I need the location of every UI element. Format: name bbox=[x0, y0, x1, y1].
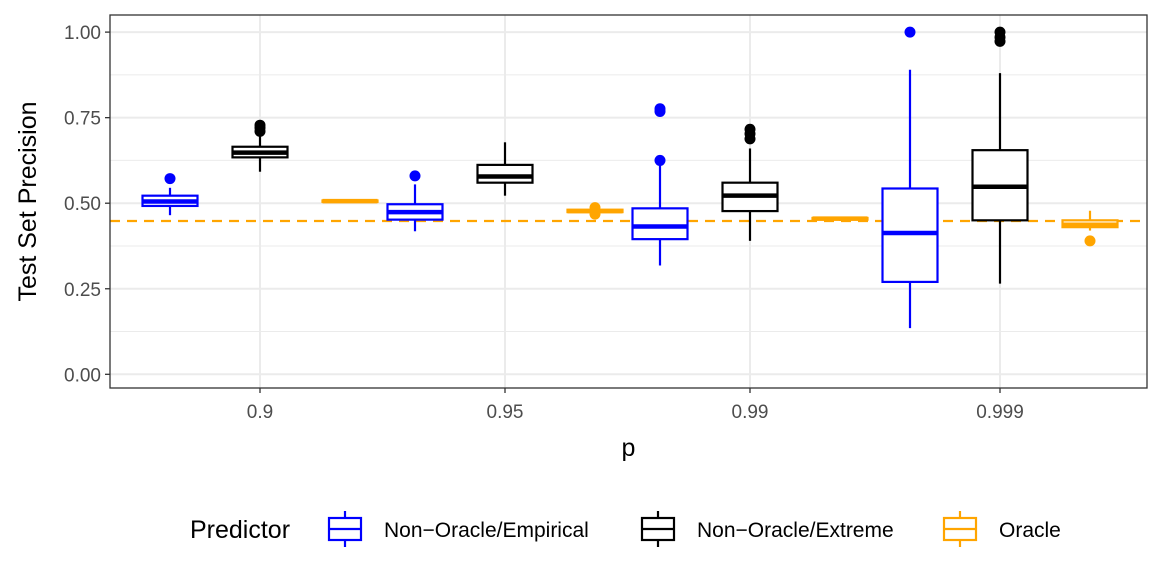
legend-label: Oracle bbox=[999, 519, 1061, 542]
y-tick-label: 0.25 bbox=[64, 280, 101, 301]
legend-key-non-oracle-extreme bbox=[640, 511, 676, 547]
outlier-point bbox=[744, 123, 756, 135]
x-tick-label: 0.99 bbox=[732, 402, 769, 423]
box-plots bbox=[141, 26, 1119, 329]
outlier-point bbox=[1084, 235, 1096, 247]
panel-border bbox=[109, 14, 1148, 389]
box-oracle-0.99 bbox=[811, 216, 869, 222]
box-non-oracle-empirical-0.95 bbox=[386, 170, 444, 232]
box-oracle-0.999 bbox=[1061, 210, 1119, 247]
y-tick-label: 0.00 bbox=[64, 365, 101, 386]
outlier-point bbox=[589, 202, 601, 214]
y-axis: 0.00 0.25 0.50 0.75 1.00 bbox=[64, 23, 110, 386]
outlier-point bbox=[994, 26, 1006, 38]
legend-key-oracle bbox=[942, 511, 978, 547]
box bbox=[631, 207, 689, 241]
x-tick-label: 0.999 bbox=[976, 402, 1024, 423]
box-non-oracle-extreme-0.9 bbox=[231, 119, 289, 172]
outlier-point bbox=[254, 119, 266, 131]
outlier-point bbox=[164, 173, 176, 185]
y-tick-label: 0.75 bbox=[64, 109, 101, 130]
legend-label: Non−Oracle/Empirical bbox=[384, 519, 589, 542]
legend: Predictor Non−Oracle/Empirical Non−Oracle… bbox=[190, 511, 1061, 547]
x-tick-label: 0.9 bbox=[247, 402, 273, 423]
box-non-oracle-extreme-0.95 bbox=[476, 142, 534, 196]
outlier-point bbox=[409, 170, 421, 182]
box bbox=[476, 163, 534, 184]
box-non-oracle-extreme-0.99 bbox=[721, 123, 779, 241]
box-non-oracle-empirical-0.99 bbox=[631, 103, 689, 266]
outlier-point bbox=[904, 26, 916, 38]
x-axis: 0.9 0.95 0.99 0.999 bbox=[247, 388, 1024, 423]
legend-label: Non−Oracle/Extreme bbox=[697, 519, 894, 542]
y-axis-title: Test Set Precision bbox=[14, 101, 42, 301]
box-non-oracle-extreme-0.999 bbox=[971, 26, 1029, 284]
outlier-point bbox=[654, 154, 666, 166]
box-non-oracle-empirical-0.999 bbox=[881, 26, 939, 329]
box-oracle-0.95 bbox=[566, 202, 624, 220]
legend-key-non-oracle-empirical bbox=[327, 511, 363, 547]
x-tick-label: 0.95 bbox=[487, 402, 524, 423]
y-tick-label: 1.00 bbox=[64, 23, 101, 44]
outlier-point bbox=[654, 103, 666, 115]
x-axis-title: p bbox=[622, 434, 636, 462]
box-oracle-0.9 bbox=[321, 198, 379, 204]
y-tick-label: 0.50 bbox=[64, 194, 101, 215]
box-non-oracle-empirical-0.9 bbox=[141, 173, 199, 216]
legend-title: Predictor bbox=[190, 516, 290, 544]
